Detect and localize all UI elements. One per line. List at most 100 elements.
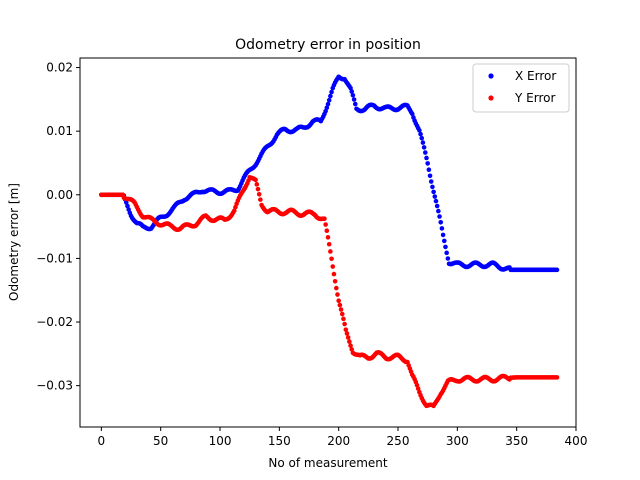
data-point: [323, 222, 328, 227]
data-point: [341, 316, 346, 322]
data-point: [328, 249, 333, 254]
data-point: [336, 298, 341, 304]
legend: X Error Y Error: [472, 63, 570, 113]
series-layer: [99, 74, 560, 409]
data-point: [328, 93, 333, 99]
data-point: [348, 343, 353, 348]
x-tick-label: 150: [268, 434, 291, 448]
data-point: [324, 105, 330, 111]
x-tick-label: 200: [327, 434, 350, 448]
data-point: [334, 285, 339, 291]
series-y-error: [99, 174, 560, 409]
legend-label-y-error: Y Error: [514, 91, 555, 105]
data-point: [430, 184, 435, 190]
data-point: [554, 375, 560, 380]
data-point: [554, 267, 560, 273]
data-point: [348, 85, 353, 91]
data-point: [231, 208, 237, 213]
data-point: [352, 101, 358, 107]
y-axis: 0.02 0.01 0.00 −0.01 −0.02 −0.03: [36, 61, 80, 393]
data-point: [343, 327, 349, 332]
data-point: [349, 89, 355, 94]
x-tick-label: 400: [565, 434, 588, 448]
data-point: [322, 216, 327, 221]
x-tick-label: 100: [209, 434, 232, 448]
data-point: [414, 382, 420, 388]
data-point: [325, 235, 331, 240]
data-point: [349, 347, 355, 352]
legend-marker-y-error: [488, 95, 494, 101]
legend-marker-x-error: [488, 73, 494, 79]
data-point: [419, 135, 425, 141]
data-point: [427, 173, 433, 179]
data-point: [417, 128, 422, 133]
data-point: [338, 307, 344, 312]
data-point: [326, 97, 332, 103]
y-tick-label: 0.02: [46, 61, 73, 75]
data-point: [351, 97, 357, 102]
data-point: [423, 150, 428, 155]
data-point: [254, 182, 260, 187]
y-tick-label: −0.03: [36, 379, 73, 393]
data-point: [421, 145, 427, 150]
data-point: [439, 226, 445, 231]
data-point: [258, 197, 263, 202]
data-point: [415, 386, 421, 391]
data-point: [330, 264, 336, 269]
y-tick-label: 0.00: [46, 188, 73, 202]
x-axis-title: No of measurement: [268, 456, 388, 470]
chart-title: Odometry error in position: [235, 37, 421, 53]
data-point: [443, 244, 448, 250]
data-point: [433, 198, 439, 204]
data-point: [326, 241, 332, 247]
data-point: [335, 292, 340, 297]
data-point: [420, 140, 426, 145]
data-point: [409, 111, 415, 117]
data-point: [445, 256, 451, 261]
x-tick-label: 0: [98, 434, 106, 448]
data-point: [426, 167, 432, 173]
data-point: [255, 186, 261, 192]
data-point: [329, 256, 334, 262]
data-point: [432, 194, 438, 199]
data-point: [342, 321, 347, 327]
data-point: [344, 331, 350, 336]
legend-box: [472, 63, 570, 113]
y-tick-label: 0.01: [46, 124, 73, 138]
y-tick-label: −0.01: [36, 251, 73, 265]
data-point: [329, 89, 334, 95]
data-point: [339, 311, 345, 317]
data-point: [347, 339, 352, 344]
data-point: [441, 238, 447, 244]
y-tick-label: −0.02: [36, 315, 73, 329]
y-axis-title: Odometry error [m]: [7, 183, 21, 301]
legend-label-x-error: X Error: [515, 69, 556, 83]
data-point: [350, 92, 356, 98]
data-point: [418, 131, 423, 137]
x-tick-label: 250: [387, 434, 410, 448]
x-tick-label: 300: [446, 434, 469, 448]
data-point: [345, 335, 351, 340]
data-point: [337, 302, 343, 308]
data-point: [253, 177, 258, 183]
data-point: [434, 203, 440, 209]
data-point: [425, 161, 430, 166]
data-point: [431, 189, 436, 195]
x-tick-label: 350: [505, 434, 528, 448]
data-point: [428, 179, 434, 184]
data-point: [424, 155, 429, 161]
x-axis: 0 50 100 150 200 250 300 350 400: [98, 427, 588, 448]
data-point: [332, 278, 338, 284]
plot-frame: [79, 57, 577, 428]
data-point: [437, 214, 442, 219]
data-point: [444, 250, 449, 256]
data-point: [324, 228, 330, 234]
data-point: [331, 271, 337, 277]
data-point: [325, 101, 331, 107]
x-tick-label: 50: [153, 434, 168, 448]
data-point: [125, 203, 130, 209]
data-point: [440, 232, 446, 238]
data-point: [438, 219, 444, 225]
data-point: [436, 208, 441, 214]
